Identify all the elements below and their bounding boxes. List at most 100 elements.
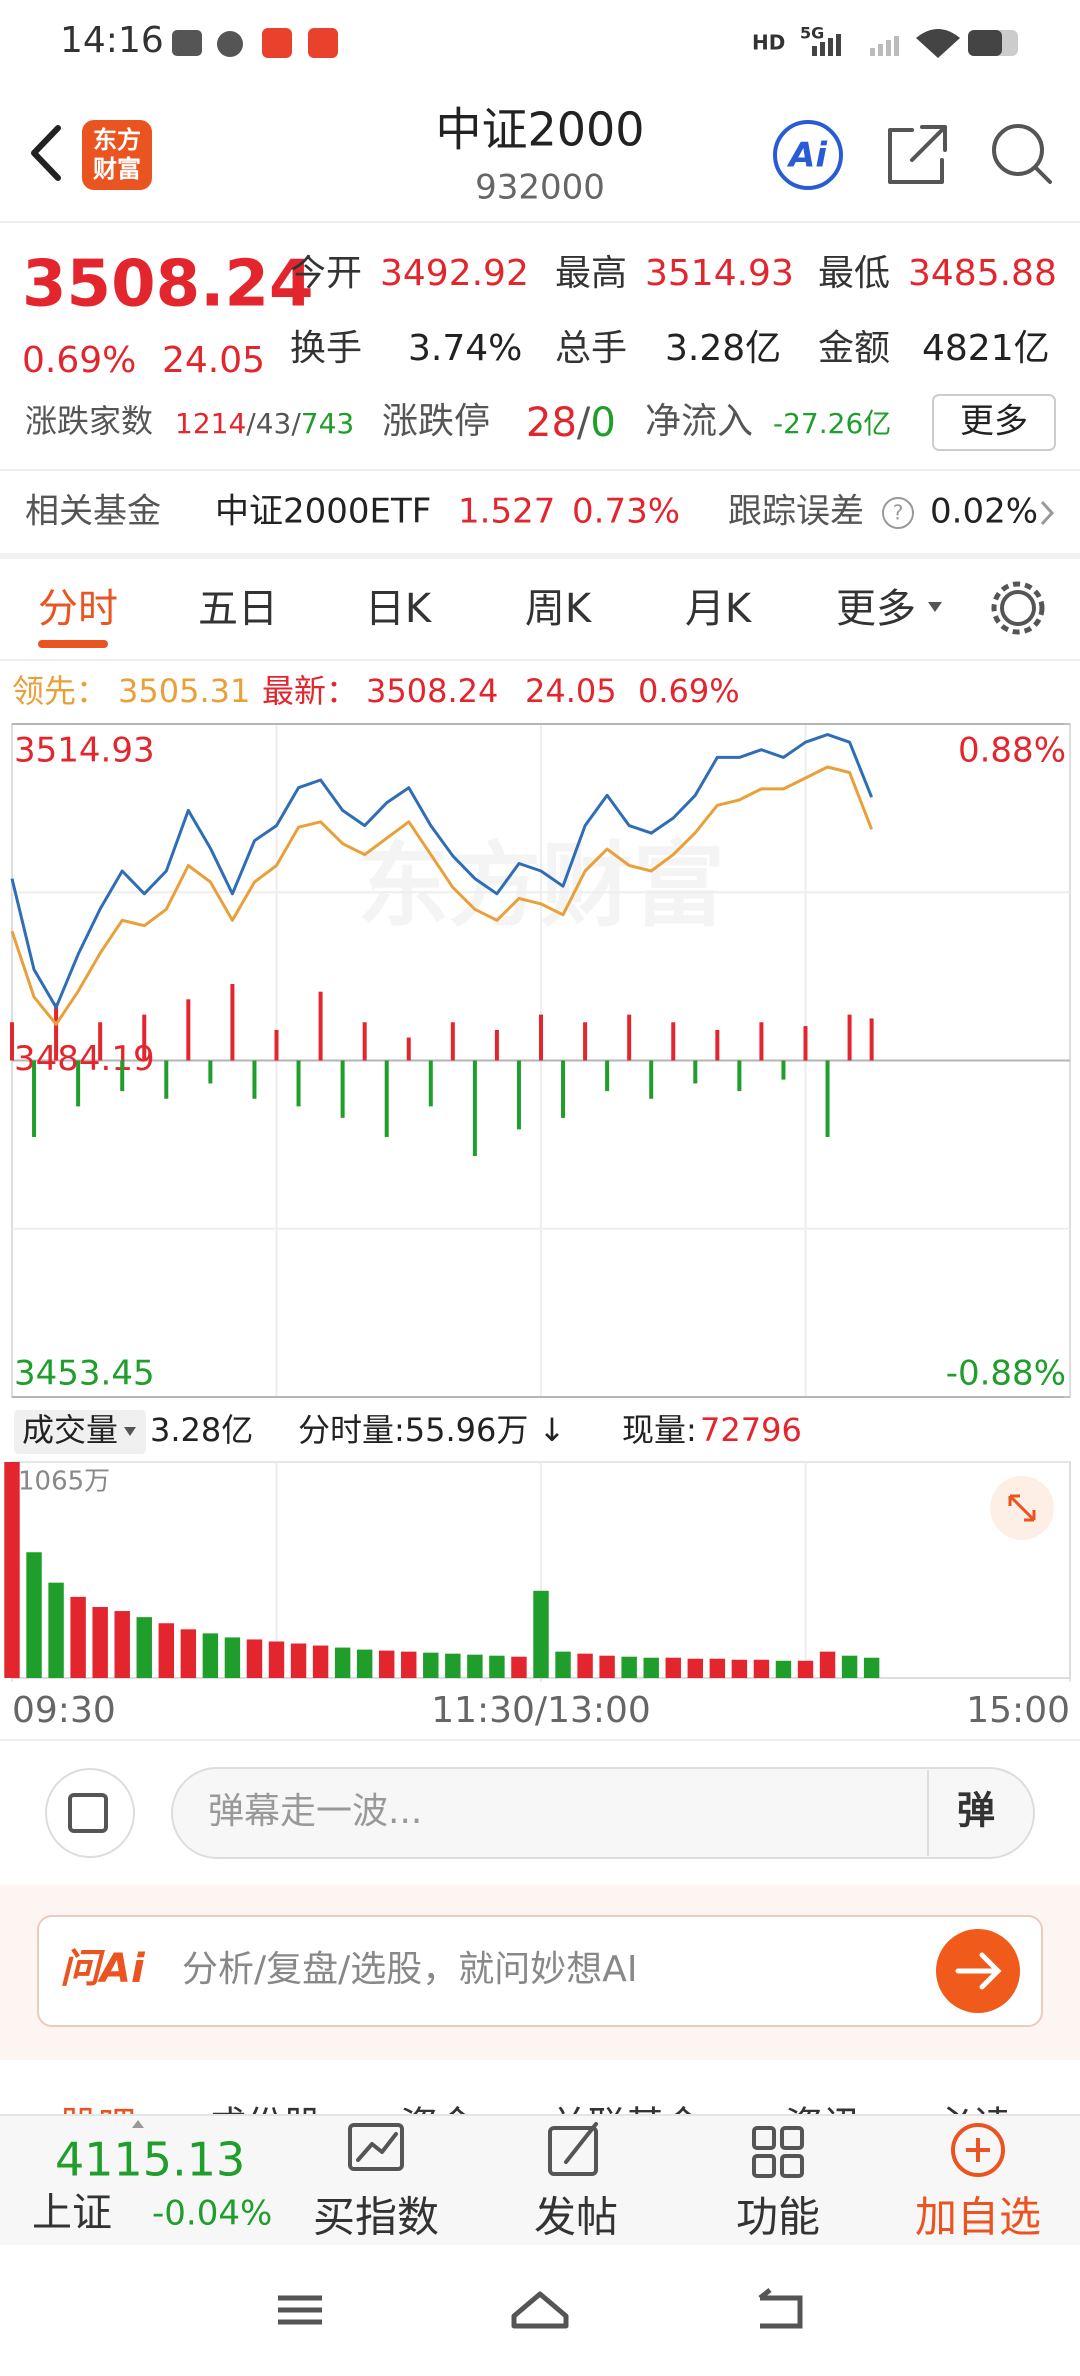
breadth-down: 743: [301, 407, 354, 440]
nav-item[interactable]: 功能: [736, 2193, 820, 2242]
y-tick-label: 3453.45: [14, 1354, 155, 1394]
help-icon[interactable]: [882, 497, 914, 529]
volume-bar: [643, 1657, 659, 1678]
index-title: 中证2000: [435, 103, 644, 157]
ai-button-label: Ai: [786, 136, 828, 176]
flow-bar: [318, 991, 323, 1061]
stat-label: 今开: [290, 253, 362, 294]
nav-icon: [752, 2126, 804, 2178]
fund-label: 相关基金: [25, 492, 161, 532]
change-pct: 0.69%: [22, 340, 136, 381]
back-button[interactable]: [31, 125, 61, 181]
nav-icon: [564, 2122, 598, 2164]
price-line: [10, 733, 873, 1009]
tab[interactable]: 分时: [38, 586, 118, 632]
flow-bar: [693, 1060, 698, 1084]
nav-item[interactable]: 发帖: [534, 2193, 618, 2242]
volume-bar: [401, 1651, 417, 1678]
flow-bar: [803, 1026, 808, 1061]
ticker-arrow: [132, 2120, 144, 2128]
logo-text: 财富: [93, 155, 141, 183]
legend-value: 3505.31: [118, 672, 250, 710]
quote-stats: 今开 3492.92 最高 3514.93 最低 3485.88 换手 3.74…: [290, 253, 1057, 369]
x-tick-label: 11:30/13:00: [431, 1690, 651, 1731]
limit-value: 28/0: [526, 400, 616, 446]
fund-price: 1.527: [458, 492, 555, 532]
flow-bar: [76, 1060, 81, 1107]
system-menu[interactable]: [278, 2295, 322, 2325]
status-time: 14:16: [60, 20, 164, 61]
stat-label: 最高: [555, 253, 627, 294]
stat-value: 3492.92: [380, 253, 529, 294]
flow-bar: [164, 1060, 169, 1099]
volume-total: 3.28亿: [150, 1411, 253, 1449]
inflow-label: 净流入: [645, 401, 753, 442]
system-home[interactable]: [511, 2291, 569, 2329]
flow-bar: [671, 1022, 676, 1061]
volume-bar: [775, 1660, 792, 1678]
y2-tick-label: 0.88%: [958, 731, 1066, 771]
breadth-up: 1214: [175, 407, 246, 440]
volume-bar: [621, 1656, 637, 1678]
flow-bar: [494, 1029, 499, 1061]
stat-value: 3485.88: [908, 253, 1057, 294]
logo-text: 东方: [93, 126, 141, 154]
search-button[interactable]: [992, 124, 1044, 176]
ask-ai-placeholder: 分析/复盘/选股，就问妙想AI: [182, 1949, 638, 1990]
volume-bar: [511, 1656, 527, 1678]
volume-selector[interactable]: [14, 1410, 146, 1454]
ai-button[interactable]: [773, 120, 843, 190]
tab[interactable]: 五日: [198, 586, 278, 632]
legend-label: 最新：: [262, 672, 358, 710]
system-back[interactable]: [758, 2288, 803, 2329]
tab[interactable]: 周K: [525, 586, 593, 632]
ticker-value[interactable]: 4115.13: [55, 2133, 245, 2187]
stat-value: 3514.93: [645, 253, 794, 294]
barrage-settings[interactable]: [45, 1768, 135, 1858]
flow-bar: [561, 1060, 566, 1118]
nav-item[interactable]: 买指数: [313, 2193, 439, 2242]
x-tick-label: 09:30: [12, 1690, 116, 1731]
flow-bar: [737, 1060, 742, 1092]
nav-item[interactable]: 加自选: [915, 2193, 1041, 2242]
tab[interactable]: 月K: [685, 586, 753, 632]
stat-value: 3.28亿: [665, 328, 781, 369]
dropdown-arrow: [928, 602, 942, 612]
volume-bar: [445, 1653, 461, 1678]
barrage-button[interactable]: 弹: [957, 1789, 995, 1833]
expand-icon: [1008, 1494, 1036, 1522]
breadth-flat: /43/: [246, 407, 301, 440]
nav-labels: 买指数 发帖 功能 加自选: [313, 2193, 1041, 2242]
status-icon: [262, 28, 292, 58]
volume-bar: [158, 1623, 175, 1678]
flow-bar: [10, 1022, 14, 1061]
wifi-icon: [916, 29, 960, 58]
limit-label: 涨跌停: [382, 401, 490, 442]
help-mark: ?: [893, 501, 904, 525]
flow-bar: [98, 1022, 103, 1061]
flow-bar: [715, 1029, 720, 1061]
current-volume: 72796: [700, 1411, 802, 1449]
settings-button[interactable]: [1000, 590, 1036, 626]
ask-ai-input[interactable]: [37, 1915, 1043, 2027]
x-tick-label: 15:00: [966, 1690, 1070, 1731]
share-button[interactable]: [888, 125, 947, 184]
tab[interactable]: 日K: [365, 586, 433, 632]
more-button[interactable]: [932, 394, 1056, 451]
volume-bar: [334, 1647, 351, 1678]
inflow-value: -27.26亿: [773, 407, 891, 440]
breadth-label: 涨跌家数: [25, 402, 153, 440]
fund-name: 中证2000ETF: [215, 492, 431, 532]
volume-bar: [709, 1658, 726, 1678]
limit-down: 0: [590, 400, 615, 446]
tab[interactable]: 更多: [836, 586, 916, 632]
tracking-label: 跟踪误差: [728, 492, 864, 532]
flow-bar: [627, 1014, 632, 1061]
flow-bar: [428, 1060, 433, 1107]
nav-icon: [548, 2126, 598, 2176]
volume-bar: [202, 1633, 219, 1678]
barrage-input[interactable]: [171, 1767, 1035, 1859]
volume-bar: [555, 1651, 571, 1678]
fund-change: 0.73%: [572, 492, 680, 532]
